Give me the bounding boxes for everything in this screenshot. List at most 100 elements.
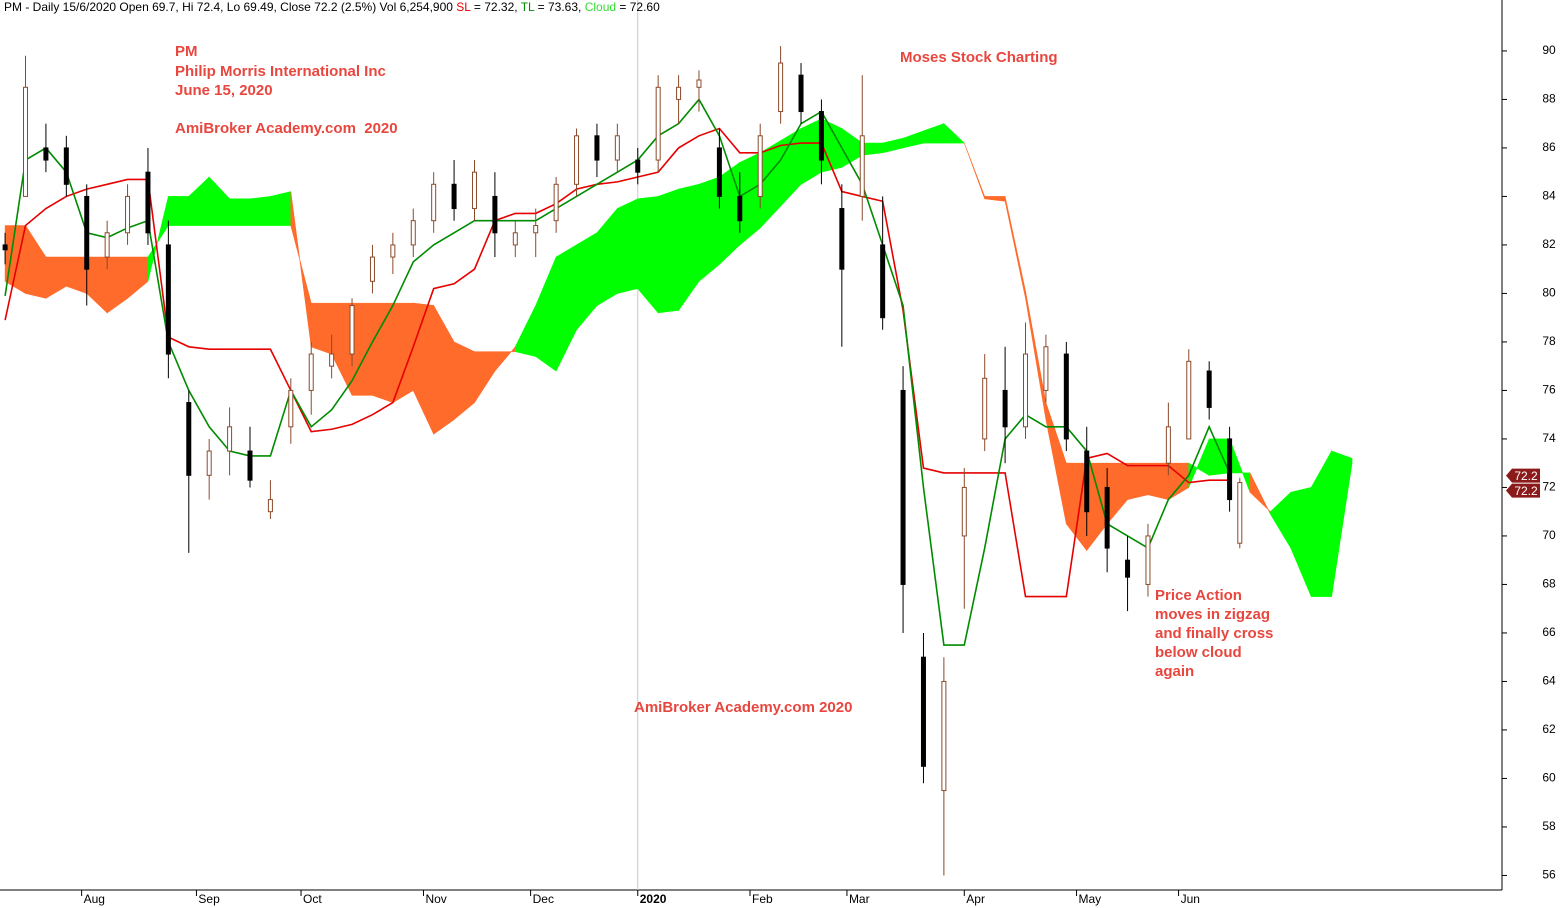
candle-body xyxy=(104,232,110,258)
candle-body xyxy=(308,353,314,391)
candle-body xyxy=(900,389,906,585)
candle-body xyxy=(574,135,580,185)
last-value-box xyxy=(1506,483,1540,498)
candle-body xyxy=(23,86,29,197)
y-tick-label: 72 xyxy=(1542,480,1556,494)
x-tick-label: Nov xyxy=(425,892,446,906)
candle-body xyxy=(267,499,273,513)
cloud-segment xyxy=(861,142,883,156)
y-tick-label: 86 xyxy=(1542,140,1556,154)
y-tick-label: 70 xyxy=(1542,528,1556,542)
cloud-segment xyxy=(310,302,332,355)
cloud-segment xyxy=(943,122,966,144)
annotation: Moses Stock Charting xyxy=(900,49,1058,66)
x-tick-label: Oct xyxy=(303,892,322,906)
candle-body xyxy=(288,389,294,428)
y-tick-label: 82 xyxy=(1542,237,1556,251)
y-tick-label: 56 xyxy=(1542,868,1556,882)
cloud-segment xyxy=(1208,438,1230,476)
candle-body xyxy=(247,450,253,481)
x-tick-label: Feb xyxy=(752,892,773,906)
candle-body xyxy=(839,208,845,270)
header-cloud-name: Cloud xyxy=(585,0,616,14)
last-value-label: 72.2 xyxy=(1506,483,1540,498)
cloud-segment xyxy=(657,188,679,314)
cloud-segment xyxy=(270,191,292,226)
annotation: below cloud xyxy=(1155,644,1242,661)
last-value-label: 72.2 xyxy=(1506,468,1540,483)
header-tl-name: TL xyxy=(521,0,535,14)
candle-body xyxy=(84,195,90,270)
candle-body xyxy=(941,680,947,792)
cloud-segment xyxy=(372,302,394,403)
candle-body xyxy=(880,244,886,319)
candle-body xyxy=(410,220,416,246)
candle-body xyxy=(778,62,784,113)
candle-body xyxy=(553,183,559,222)
cloud-segment xyxy=(821,118,843,173)
candle-body xyxy=(737,195,743,222)
candle-body xyxy=(1186,360,1192,440)
header-sl-name: SL xyxy=(456,0,471,14)
annotation: Price Action xyxy=(1155,587,1242,604)
candle-body xyxy=(492,195,498,234)
cloud-segment xyxy=(249,196,271,226)
annotation: Philip Morris International Inc xyxy=(175,63,386,80)
last-value-box xyxy=(1506,468,1540,483)
candle-body xyxy=(125,195,131,234)
x-tick-label: Sep xyxy=(198,892,220,906)
candle-body xyxy=(63,147,69,185)
y-tick-label: 84 xyxy=(1542,189,1556,203)
annotation: AmiBroker Academy.com 2020 xyxy=(175,120,398,137)
candle-body xyxy=(431,183,437,222)
y-tick-label: 76 xyxy=(1542,383,1556,397)
header: PM - Daily 15/6/2020 Open 69.7, Hi 72.4,… xyxy=(4,0,660,14)
candle-body xyxy=(1063,353,1069,440)
candle-body xyxy=(206,450,212,476)
candle-body xyxy=(1145,535,1151,585)
candle-body xyxy=(635,159,641,173)
candle-body xyxy=(1237,482,1243,544)
y-tick-label: 58 xyxy=(1542,819,1556,833)
x-tick-label: Apr xyxy=(966,892,985,906)
cloud-segment xyxy=(617,198,639,294)
candle-body xyxy=(655,86,661,161)
annotation: AmiBroker Academy.com 2020 xyxy=(634,699,852,716)
candle-body xyxy=(227,426,233,452)
candle-body xyxy=(920,656,926,767)
candle-body xyxy=(1206,370,1212,408)
y-tick-label: 66 xyxy=(1542,625,1556,639)
candle-body xyxy=(1084,450,1090,513)
y-tick-label: 60 xyxy=(1542,771,1556,785)
candle-body xyxy=(451,183,457,210)
candle-body xyxy=(2,244,8,251)
annotation: and finally cross xyxy=(1155,625,1273,642)
header-sl-value: = 72.32, xyxy=(474,0,518,14)
y-tick-label: 74 xyxy=(1542,431,1556,445)
y-tick-label: 88 xyxy=(1542,92,1556,106)
cloud-segment xyxy=(229,198,251,226)
candle-body xyxy=(757,135,763,197)
header-title: PM - Daily 15/6/2020 Open 69.7, Hi 72.4,… xyxy=(4,0,453,14)
cloud-segment xyxy=(698,176,720,282)
candle-body xyxy=(1023,353,1029,428)
y-tick-label: 90 xyxy=(1542,43,1556,57)
candle-body xyxy=(43,147,49,161)
candle-body xyxy=(676,86,682,100)
x-tick-label: Dec xyxy=(533,892,554,906)
y-tick-label: 78 xyxy=(1542,334,1556,348)
candle-body xyxy=(1002,389,1008,428)
candle-body xyxy=(982,377,988,440)
candle-body xyxy=(594,135,600,161)
y-tick-label: 64 xyxy=(1542,674,1556,688)
header-cloud-value: = 72.60 xyxy=(619,0,660,14)
last-value-text: 72.2 xyxy=(1514,469,1538,483)
header-tl-value: = 73.63, xyxy=(538,0,582,14)
candle-body xyxy=(818,111,824,161)
candle-body xyxy=(614,135,620,161)
candle-body xyxy=(512,232,518,246)
annotation: June 15, 2020 xyxy=(175,82,273,99)
candle-body xyxy=(716,147,722,197)
annotation: PM xyxy=(175,43,198,60)
